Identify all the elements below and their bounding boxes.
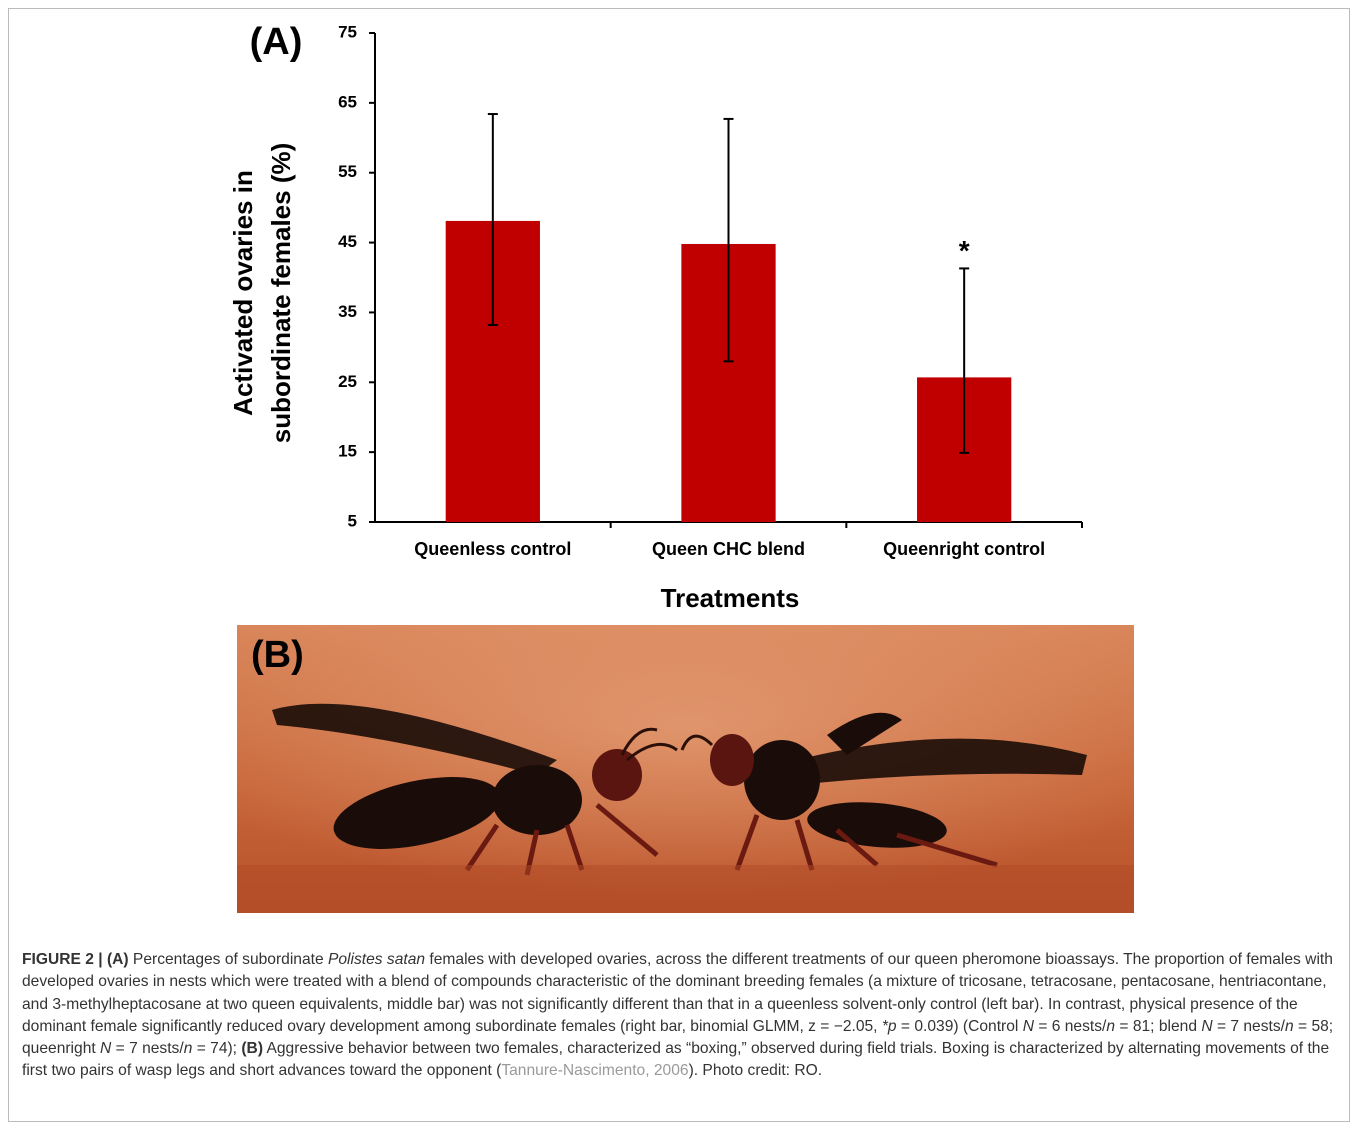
caption-normal: = 7 nests/ xyxy=(111,1040,183,1057)
caption-italic: n xyxy=(1285,1018,1294,1035)
caption-normal: ). Photo credit: RO. xyxy=(689,1062,822,1079)
y-tick-label: 55 xyxy=(338,162,357,181)
caption-normal: = 81; blend xyxy=(1115,1018,1201,1035)
caption-normal: = 0.039) (Control xyxy=(897,1018,1023,1035)
y-tick-label: 65 xyxy=(338,92,357,111)
caption-italic: n xyxy=(1106,1018,1115,1035)
significance-label: * xyxy=(959,235,970,266)
x-tick-label: Queen CHC blend xyxy=(652,539,805,559)
caption-normal: = 74); xyxy=(192,1040,241,1057)
x-tick-label: Queenless control xyxy=(414,539,571,559)
y-tick-label: 15 xyxy=(338,442,357,461)
caption-italic: N xyxy=(1023,1018,1034,1035)
caption-normal: Percentages of subordinate xyxy=(129,951,328,968)
caption-bold: FIGURE 2 | (A) xyxy=(22,951,129,968)
caption-link[interactable]: Tannure-Nascimento, 2006 xyxy=(501,1062,688,1079)
caption-italic: N xyxy=(1201,1018,1212,1035)
caption-italic: Polistes satan xyxy=(328,951,425,968)
caption-italic: N xyxy=(100,1040,111,1057)
photo: (B) xyxy=(237,625,1134,913)
panel-label: (A) xyxy=(250,21,303,63)
x-tick-label: Queenright control xyxy=(883,539,1045,559)
y-tick-label: 5 xyxy=(348,511,357,530)
y-tick-label: 45 xyxy=(338,232,357,251)
caption-normal: = 6 nests/ xyxy=(1034,1018,1106,1035)
y-tick-label: 75 xyxy=(338,22,357,41)
caption-normal: = 7 nests/ xyxy=(1213,1018,1285,1035)
figure-caption: FIGURE 2 | (A) Percentages of subordinat… xyxy=(22,949,1338,1083)
caption-bold: (B) xyxy=(241,1040,263,1057)
page: (A) Treatments Activated ovaries in subo… xyxy=(0,0,1358,1130)
caption-italic: *p xyxy=(882,1018,897,1035)
panel-label: (B) xyxy=(251,634,304,676)
y-axis-label-line: Activated ovaries in xyxy=(228,170,258,416)
photo-ground xyxy=(237,865,1134,913)
y-axis-label-line: subordinate females (%) xyxy=(266,143,296,444)
chart: (A) Treatments Activated ovaries in subo… xyxy=(0,0,1358,620)
x-axis-label: Treatments xyxy=(661,583,800,613)
y-tick-label: 25 xyxy=(338,372,357,391)
y-axis-label: Activated ovaries in subordinate females… xyxy=(228,143,296,444)
y-tick-label: 35 xyxy=(338,302,357,321)
